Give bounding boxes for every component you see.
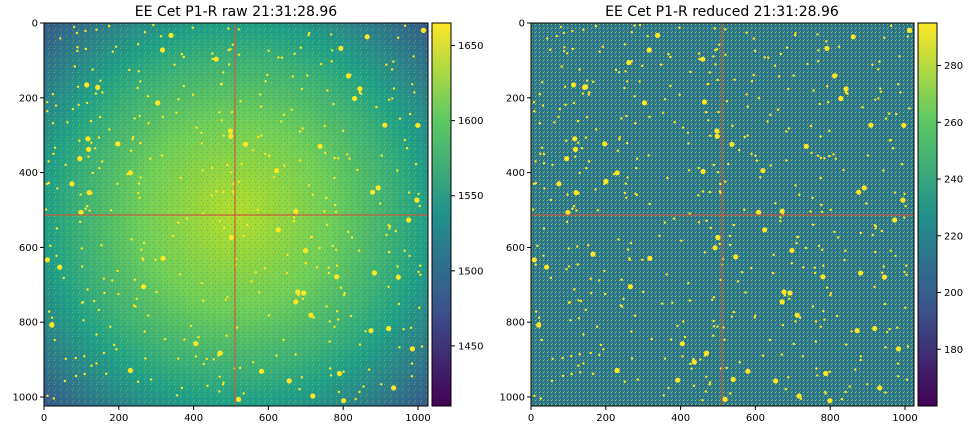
colorbar-tick-label: 280 bbox=[944, 61, 963, 72]
y-tick-label: 800 bbox=[19, 318, 38, 329]
colorbar-tick-label: 180 bbox=[944, 345, 963, 356]
star-field bbox=[44, 23, 427, 404]
x-tick-label: 400 bbox=[184, 413, 203, 424]
y-tick-label: 0 bbox=[519, 19, 525, 30]
x-tick-label: 800 bbox=[821, 413, 840, 424]
y-tick-label: 200 bbox=[506, 93, 525, 104]
x-tick-label: 0 bbox=[41, 413, 47, 424]
x-tick-label: 400 bbox=[671, 413, 690, 424]
y-tick-label: 200 bbox=[19, 93, 38, 104]
colorbar-tick-label: 240 bbox=[944, 175, 963, 186]
y-tick-label: 400 bbox=[19, 168, 38, 179]
y-tick-label: 600 bbox=[19, 243, 38, 254]
colorbar-tick-label: 1600 bbox=[458, 116, 483, 127]
right-panel-title: EE Cet P1-R reduced 21:31:28.96 bbox=[605, 4, 839, 20]
right-colorbar bbox=[917, 22, 938, 407]
y-tick-label: 800 bbox=[506, 318, 525, 329]
left-panel-title: EE Cet P1-R raw 21:31:28.96 bbox=[134, 4, 338, 20]
colorbar-tick-label: 1450 bbox=[458, 341, 483, 352]
x-tick-label: 600 bbox=[259, 413, 278, 424]
star-field bbox=[531, 23, 913, 404]
colorbar-tick-label: 220 bbox=[944, 231, 963, 242]
colorbar-tick-label: 1650 bbox=[458, 41, 483, 52]
x-tick-label: 0 bbox=[528, 413, 534, 424]
x-tick-label: 600 bbox=[746, 413, 765, 424]
x-tick-label: 1000 bbox=[405, 413, 430, 424]
x-tick-label: 200 bbox=[596, 413, 615, 424]
y-tick-label: 1000 bbox=[500, 393, 525, 404]
x-tick-label: 800 bbox=[334, 413, 353, 424]
left-colorbar bbox=[431, 22, 452, 407]
y-tick-label: 600 bbox=[506, 243, 525, 254]
colorbar-tick-label: 260 bbox=[944, 118, 963, 129]
x-tick-label: 200 bbox=[109, 413, 128, 424]
colorbar-tick-label: 200 bbox=[944, 288, 963, 299]
x-tick-label: 1000 bbox=[892, 413, 917, 424]
y-tick-label: 1000 bbox=[13, 393, 38, 404]
colorbar-tick-label: 1500 bbox=[458, 266, 483, 277]
colorbar-tick-label: 1550 bbox=[458, 191, 483, 202]
y-tick-label: 0 bbox=[32, 19, 38, 30]
y-tick-label: 400 bbox=[506, 168, 525, 179]
